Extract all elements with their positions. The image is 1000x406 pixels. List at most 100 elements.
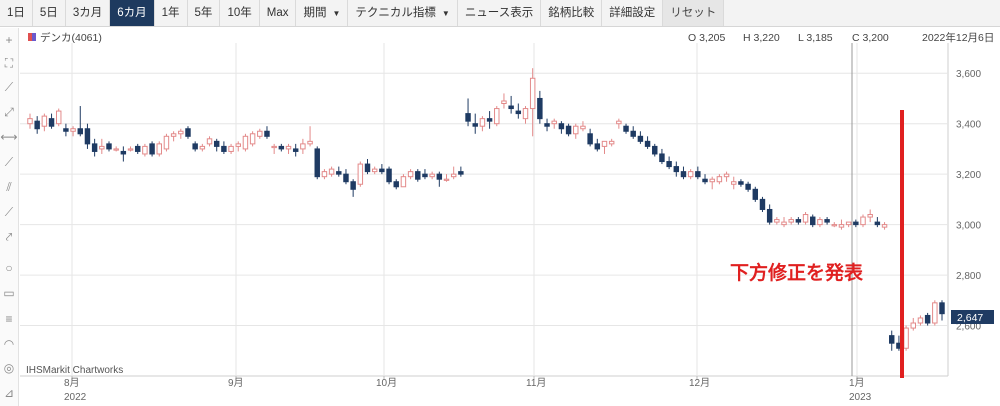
candle-body: [881, 224, 888, 228]
candle-body: [84, 128, 91, 145]
compare-button[interactable]: 銘柄比較: [541, 0, 603, 26]
lines-icon[interactable]: ≡: [5, 312, 13, 326]
candle-body: [429, 173, 435, 178]
candle-body: [853, 221, 859, 226]
candle-body: [644, 140, 651, 147]
candle-body: [400, 176, 407, 188]
circle-icon[interactable]: ○: [5, 261, 13, 275]
crosshair-icon[interactable]: +: [5, 33, 13, 47]
candle-body: [587, 133, 593, 145]
y-tick-label: 3,200: [956, 170, 981, 181]
candle-body: [788, 219, 794, 223]
candle-body: [766, 208, 773, 223]
target-icon[interactable]: ◎: [3, 361, 15, 375]
candle-body: [565, 125, 572, 135]
candle-body: [889, 335, 895, 344]
high-value: H 3,220: [743, 32, 780, 44]
y-tick-label: 2,600: [956, 322, 981, 333]
candle-body: [350, 181, 356, 190]
candle-body: [213, 140, 220, 147]
candle-body: [515, 110, 522, 115]
candle-body: [357, 163, 364, 185]
range-3m-button[interactable]: 3カ月: [66, 0, 111, 26]
x-tick-label: 10月: [376, 377, 397, 389]
period-label: 期間: [303, 7, 327, 19]
range-max-button[interactable]: Max: [260, 0, 297, 26]
candle-body: [34, 120, 40, 130]
candle-body: [206, 138, 213, 145]
last-price-badge: [951, 310, 994, 324]
candle-body: [551, 120, 557, 125]
fib-icon[interactable]: ⟋: [4, 204, 14, 219]
candle-body: [702, 178, 708, 183]
x-tick-label: 11月: [526, 377, 546, 389]
candle-body: [77, 128, 83, 135]
candle-body: [601, 140, 608, 147]
range-6m-button[interactable]: 6カ月: [110, 0, 155, 26]
extend-line-icon[interactable]: ⤤: [5, 229, 13, 244]
candle-body: [580, 125, 586, 130]
candle-body: [192, 143, 198, 150]
horizontal-line-icon[interactable]: ⟷: [0, 130, 18, 144]
candle-body: [285, 145, 292, 150]
candle-body: [680, 171, 687, 178]
watermark: IHSMarkit Chartworks: [26, 365, 123, 376]
ruler-icon[interactable]: ⊿: [3, 386, 15, 400]
settings-button[interactable]: 詳細設定: [602, 0, 664, 26]
ray-icon[interactable]: ⟋: [4, 154, 14, 169]
range-1y-button[interactable]: 1年: [155, 0, 188, 26]
open-value: O 3,205: [688, 32, 726, 44]
candle-body: [199, 145, 206, 150]
candle-body: [817, 219, 823, 226]
chevron-down-icon: ▼: [441, 9, 450, 18]
candle-body: [652, 145, 658, 155]
candle-body: [55, 110, 62, 125]
candle-body: [501, 100, 507, 105]
range-1d-button[interactable]: 1日: [0, 0, 33, 26]
candle-body: [307, 140, 313, 145]
candle-body: [271, 145, 277, 149]
zoom-icon[interactable]: ⛶: [4, 55, 14, 70]
candle-body: [637, 135, 644, 142]
candle-body: [371, 168, 378, 173]
technical-dropdown[interactable]: テクニカル指標 ▼: [348, 0, 458, 26]
range-5y-button[interactable]: 5年: [188, 0, 221, 26]
candle-body: [364, 163, 371, 173]
news-button[interactable]: ニュース表示: [458, 0, 542, 26]
candle-body: [163, 135, 170, 150]
candle-body: [379, 168, 385, 173]
candle-body: [939, 302, 945, 315]
candle-body: [666, 161, 672, 168]
channel-icon[interactable]: ⫽: [6, 179, 12, 194]
candle-body: [278, 145, 285, 150]
candle-body: [924, 314, 931, 324]
candle-body: [300, 143, 306, 150]
candle-body: [242, 135, 249, 150]
range-10y-button[interactable]: 10年: [220, 0, 260, 26]
range-5d-button[interactable]: 5日: [33, 0, 66, 26]
x-tick-label: 12月: [689, 377, 710, 389]
annotation-text: 下方修正を発表: [730, 261, 864, 284]
candle-body: [537, 97, 543, 120]
period-dropdown[interactable]: 期間 ▼: [296, 0, 349, 26]
candle-body: [27, 118, 33, 125]
candle-body: [415, 171, 421, 180]
candle-body: [321, 171, 328, 178]
candle-body: [264, 130, 270, 137]
date-value: 2022年12月6日: [922, 31, 994, 44]
chevron-down-icon: ▼: [332, 9, 341, 18]
line-tool-icon[interactable]: ⤢: [4, 104, 14, 119]
rectangle-icon[interactable]: ▭: [3, 286, 15, 300]
candle-body: [558, 123, 565, 130]
candle-body: [127, 148, 134, 151]
candle-body: [450, 173, 457, 178]
candle-body: [142, 145, 148, 155]
reset-button[interactable]: リセット: [663, 0, 725, 26]
candle-body: [659, 153, 665, 163]
candle-body: [731, 181, 737, 185]
arc-icon[interactable]: ◠: [3, 337, 15, 351]
trendline-icon[interactable]: ⟋: [4, 79, 14, 94]
grid: [20, 43, 949, 377]
low-value: L 3,185: [798, 32, 833, 44]
